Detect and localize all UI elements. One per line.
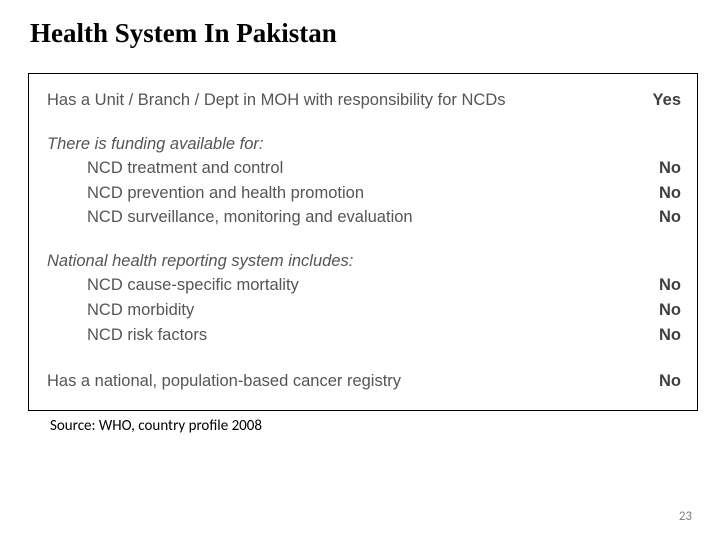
row-label: NCD risk factors — [87, 323, 649, 348]
row-value: No — [649, 369, 681, 394]
row-value: No — [649, 205, 681, 230]
row-reporting-morbidity: NCD morbidity No — [47, 298, 681, 323]
row-value: No — [649, 298, 681, 323]
row-value: No — [649, 181, 681, 206]
row-value: Yes — [643, 88, 681, 113]
row-label: NCD morbidity — [87, 298, 649, 323]
row-reporting-mortality: NCD cause-specific mortality No — [47, 273, 681, 298]
row-label: NCD prevention and health promotion — [87, 181, 649, 206]
page-number: 23 — [679, 509, 692, 524]
reporting-header: National health reporting system include… — [47, 252, 681, 271]
row-label: NCD surveillance, monitoring and evaluat… — [87, 205, 649, 230]
row-funding-prevention: NCD prevention and health promotion No — [47, 181, 681, 206]
content-box: Has a Unit / Branch / Dept in MOH with r… — [28, 73, 698, 411]
row-reporting-riskfactors: NCD risk factors No — [47, 323, 681, 348]
row-funding-surveillance: NCD surveillance, monitoring and evaluat… — [47, 205, 681, 230]
row-label: NCD treatment and control — [87, 156, 649, 181]
row-moh-unit: Has a Unit / Branch / Dept in MOH with r… — [47, 88, 681, 113]
page-title: Health System In Pakistan — [30, 18, 692, 49]
row-label: Has a national, population-based cancer … — [47, 369, 649, 394]
row-value: No — [649, 273, 681, 298]
funding-header: There is funding available for: — [47, 135, 681, 154]
row-value: No — [649, 156, 681, 181]
row-label: NCD cause-specific mortality — [87, 273, 649, 298]
row-funding-treatment: NCD treatment and control No — [47, 156, 681, 181]
slide: Health System In Pakistan Has a Unit / B… — [0, 0, 720, 435]
row-value: No — [649, 323, 681, 348]
row-label: Has a Unit / Branch / Dept in MOH with r… — [47, 88, 643, 113]
source-text: Source: WHO, country profile 2008 — [50, 417, 692, 435]
row-cancer-registry: Has a national, population-based cancer … — [47, 369, 681, 394]
